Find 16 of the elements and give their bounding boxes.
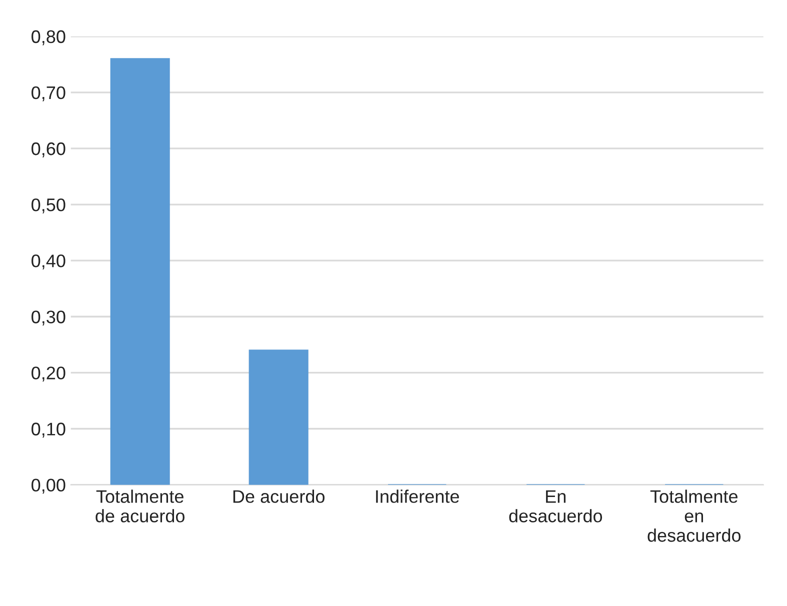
x-tick-label: Totalmente de acuerdo <box>96 490 185 522</box>
y-tick-label: 0,70 <box>32 86 66 102</box>
x-tick-label: En desacuerdo <box>509 490 602 522</box>
y-tick-label: 0,40 <box>32 254 66 270</box>
y-tick-label: 0,00 <box>32 478 66 494</box>
x-tick-label: Indiferente <box>376 490 459 503</box>
bar <box>248 350 308 485</box>
y-tick-label: 0,20 <box>32 366 66 382</box>
y-tick-label: 0,60 <box>32 142 66 158</box>
x-tick-label: Totalmente en desacuerdo <box>648 490 741 542</box>
y-tick-label: 0,30 <box>32 310 66 326</box>
y-tick-label: 0,10 <box>32 422 66 438</box>
bar <box>110 58 170 485</box>
x-tick-label: De acuerdo <box>233 490 325 503</box>
y-tick-label: 0,50 <box>32 198 66 214</box>
y-tick-label: 0,80 <box>32 30 66 46</box>
